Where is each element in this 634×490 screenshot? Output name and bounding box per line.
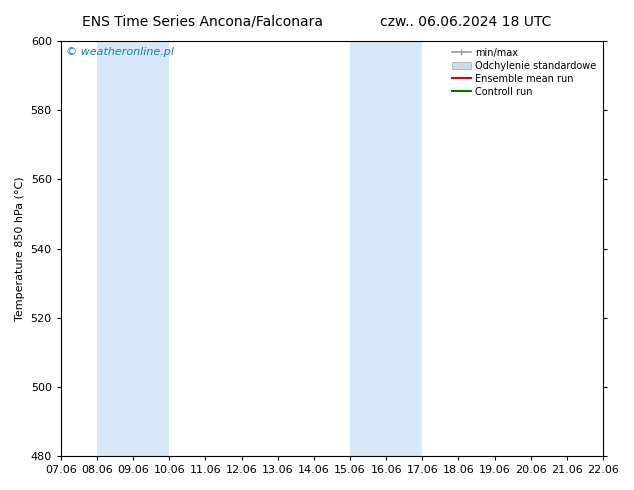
Legend: min/max, Odchylenie standardowe, Ensemble mean run, Controll run: min/max, Odchylenie standardowe, Ensembl… — [450, 46, 598, 98]
Text: czw.. 06.06.2024 18 UTC: czw.. 06.06.2024 18 UTC — [380, 15, 552, 29]
Bar — [386, 41, 422, 456]
Bar — [603, 41, 634, 456]
Text: ENS Time Series Ancona/Falconara: ENS Time Series Ancona/Falconara — [82, 15, 323, 29]
Bar — [350, 41, 386, 456]
Y-axis label: Temperature 850 hPa (°C): Temperature 850 hPa (°C) — [15, 176, 25, 321]
Bar — [133, 41, 169, 456]
Bar — [97, 41, 133, 456]
Text: © weatheronline.pl: © weatheronline.pl — [67, 47, 174, 57]
